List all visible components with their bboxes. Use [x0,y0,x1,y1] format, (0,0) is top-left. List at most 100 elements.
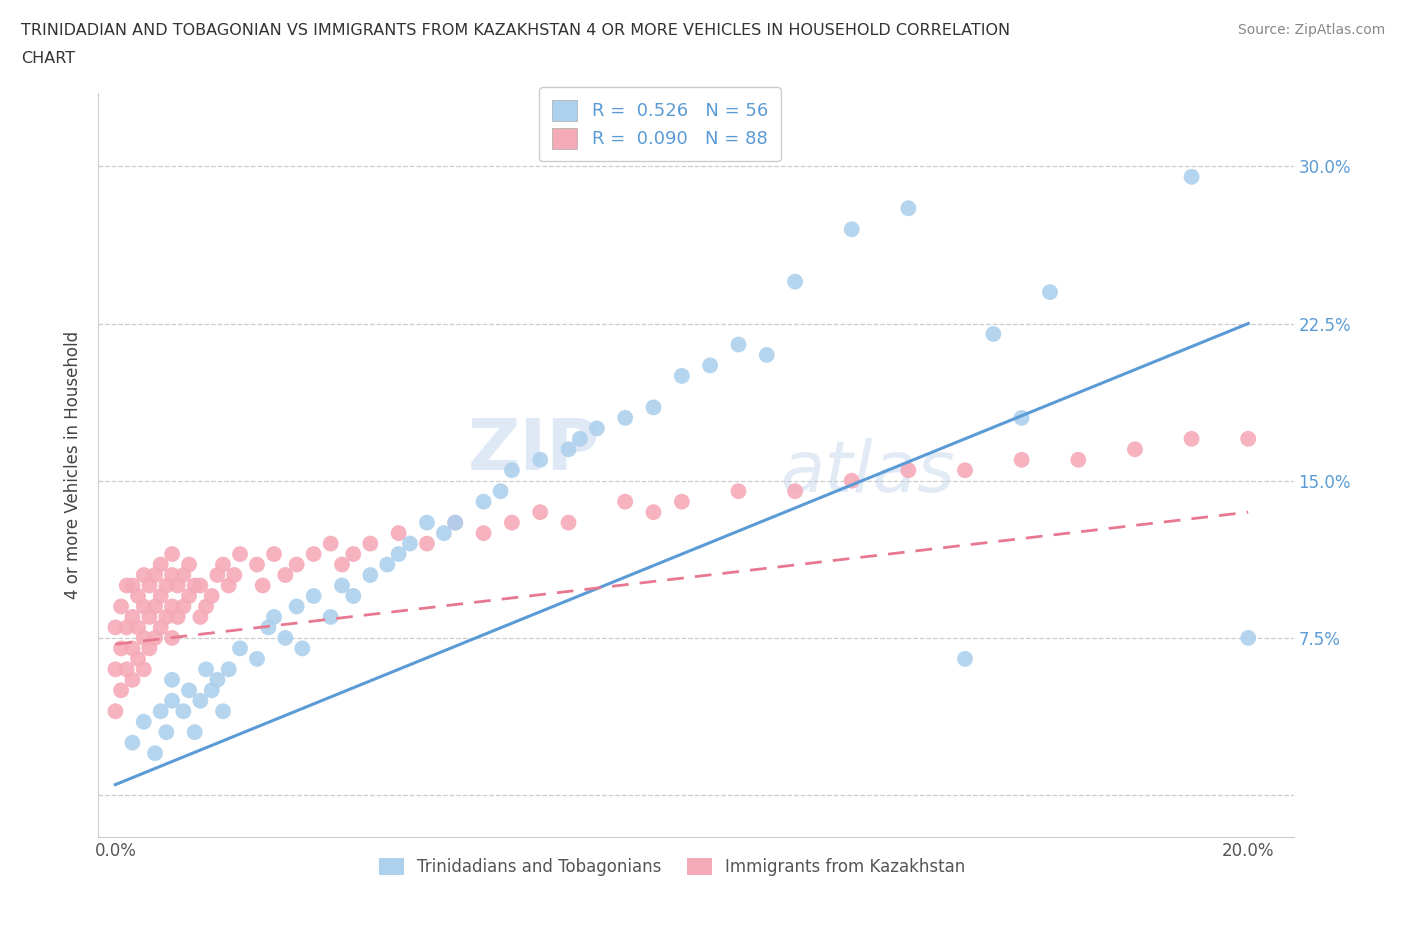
Point [104,662,127,677]
Point [274,631,297,645]
Point [1123,442,1146,457]
Point [671,494,693,509]
Point [416,515,439,530]
Point [643,505,665,520]
Point [110,599,132,614]
Point [143,631,166,645]
Point [388,547,411,562]
Point [195,599,218,614]
Point [132,567,155,582]
Point [183,724,205,739]
Point [302,589,325,604]
Point [529,452,551,467]
Point [897,463,920,478]
Point [149,589,172,604]
Point [132,631,155,645]
Point [897,201,920,216]
Point [783,274,806,289]
Point [115,620,138,635]
Point [110,683,132,698]
Point [1011,452,1033,467]
Text: ZIP: ZIP [468,416,600,485]
Point [953,651,976,666]
Point [489,484,512,498]
Point [501,463,523,478]
Point [155,578,177,593]
Point [172,599,194,614]
Point [166,609,188,624]
Point [1039,285,1062,299]
Point [166,578,188,593]
Point [841,473,863,488]
Point [160,672,183,687]
Point [172,567,194,582]
Point [529,505,551,520]
Point [1011,410,1033,425]
Point [143,567,166,582]
Point [224,567,246,582]
Point [127,589,149,604]
Point [177,683,200,698]
Point [472,525,495,540]
Point [302,547,325,562]
Point [121,609,143,624]
Point [132,599,155,614]
Point [115,662,138,677]
Point [201,589,224,604]
Point [330,578,353,593]
Point [388,525,411,540]
Point [501,515,523,530]
Point [252,578,274,593]
Point [699,358,721,373]
Point [160,631,183,645]
Point [127,651,149,666]
Point [190,578,212,593]
Point [953,463,976,478]
Point [755,348,778,363]
Point [319,609,342,624]
Point [121,736,143,751]
Point [1180,169,1202,184]
Point [155,724,177,739]
Text: Source: ZipAtlas.com: Source: ZipAtlas.com [1237,23,1385,37]
Point [121,641,143,656]
Point [319,537,342,551]
Point [1350,537,1372,551]
Point [841,221,863,236]
Point [1180,432,1202,446]
Point [190,694,212,709]
Point [263,609,285,624]
Point [212,557,235,572]
Text: atlas: atlas [779,438,955,507]
Point [172,704,194,719]
Point [291,641,314,656]
Point [444,515,467,530]
Point [132,714,155,729]
Point [229,641,252,656]
Point [727,484,749,498]
Point [1237,631,1260,645]
Point [285,599,308,614]
Point [285,557,308,572]
Point [568,432,591,446]
Point [104,620,127,635]
Point [981,326,1004,341]
Point [143,746,166,761]
Point [207,672,229,687]
Point [246,557,269,572]
Point [149,620,172,635]
Point [614,410,637,425]
Point [149,704,172,719]
Point [115,578,138,593]
Point [586,421,609,436]
Point [1067,452,1090,467]
Point [160,599,183,614]
Point [212,704,235,719]
Point [783,484,806,498]
Point [557,515,579,530]
Point [557,442,579,457]
Text: TRINIDADIAN AND TOBAGONIAN VS IMMIGRANTS FROM KAZAKHSTAN 4 OR MORE VEHICLES IN H: TRINIDADIAN AND TOBAGONIAN VS IMMIGRANTS… [21,23,1011,38]
Point [671,368,693,383]
Point [342,589,364,604]
Point [177,557,200,572]
